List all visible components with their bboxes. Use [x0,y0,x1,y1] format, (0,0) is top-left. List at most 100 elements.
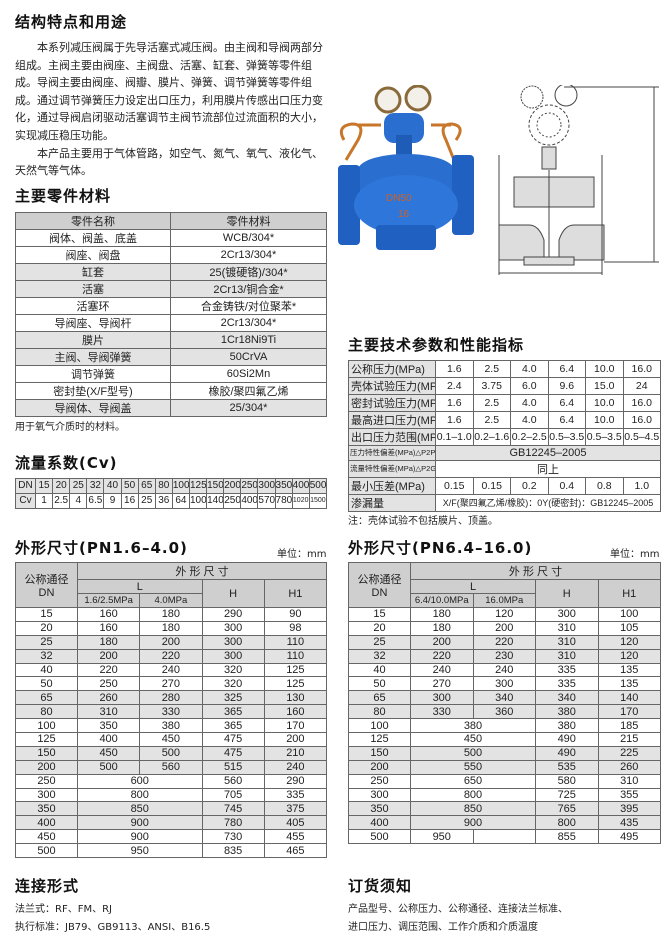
dim-high-unit: 单位：mm [610,549,660,560]
table-row: 流量特性偏差(MPa)△P2G 同上 [348,459,661,478]
table-cell: 25 [69,477,88,494]
column-header: 16.0MPa [472,593,536,608]
photo-marking: 16 [398,209,410,220]
table-cell: 25 [137,492,156,509]
table-cell: 1.0 [622,476,661,495]
table-cell: 180 [410,607,474,622]
table-cell: 导阀体、导阀盖 [15,398,171,417]
table-cell: 230 [472,648,536,664]
table-cell: 160 [263,704,328,720]
table-cell: 310 [535,634,599,650]
table-cell: 160 [76,620,141,636]
table-row: 阀体、阀盖、底盖 WCB/304* [15,228,327,247]
table-cell: 80 [154,477,173,494]
table-cell: 490 [535,732,599,747]
table-cell: 膜片 [15,330,171,349]
table-row: 壳体试验压力(MPa)*2.43.756.09.615.024 [348,377,661,395]
table-cell: 135 [597,662,661,678]
table-cell: 200 [348,759,411,775]
table-cell: 310 [535,620,599,636]
table-cell: 50 [120,477,139,494]
table-cell: 380 [410,718,536,734]
table-row: L H H1 [15,579,328,608]
table-cell: 240 [472,662,536,678]
table-cell: 0.5–4.5 [622,428,661,446]
table-cell: 490 [535,745,599,761]
column-header: 4.0MPa [139,593,203,608]
table-cell: 2.5 [52,492,71,509]
table-cell: 15 [15,607,78,622]
table-cell: 300 [257,477,276,494]
table-row: 缸套 25(镀硬铬)/304* [15,262,327,281]
table-cell: 240 [263,759,328,775]
table-row: 50 270 300 335 135 [348,676,661,692]
table-row: 80 330 360 380 170 [348,704,661,720]
table-cell: 200 [472,620,536,636]
table-row: 阀座、阀盘 2Cr13/304* [15,245,327,264]
table-cell: 4.0 [510,394,549,412]
table-cell: 220 [410,648,474,664]
table-cell: 50CrVA [170,347,327,366]
table-row: 导阀体、导阀盖 25/304* [15,398,327,417]
table-cell: 250 [15,773,78,789]
table-cell: 1020 [291,492,310,509]
table-cell: WCB/304* [170,228,327,247]
table-cell: 290 [201,607,265,622]
connection-line: 执行标准：JB79、GB9113、ANSI、B16.5 [15,922,211,933]
tech-section: 主要技术参数和性能指标 公称压力(MPa) 1.6 2.5 4.0 6.4 10.0 16.… [348,335,661,529]
table-cell: 16.0 [622,360,661,378]
table-cell: 475 [201,745,265,761]
table-cell: 0.5–3.5 [585,428,624,446]
table-row: 零件名称 零件材料 [15,211,327,230]
table-row: 500 950 855 495 [348,829,661,845]
table-cell: 900 [410,815,536,831]
table-cell: 2Cr13/304* [170,245,327,264]
table-cell: 180 [410,620,474,636]
table-cell: 745 [201,801,265,817]
table-cell: 32 [86,477,105,494]
table-row: 350 850 765 395 [348,801,661,817]
dim-high-title: 外形尺寸(PN6.4–16.0) [348,539,533,557]
table-cell: 950 [410,829,474,845]
tech-title: 主要技术参数和性能指标 [348,336,525,354]
table-cell: 455 [263,829,328,845]
table-cell: X/F(聚四氟乙烯/橡胶)：0Y(硬密封)：GB12245–2005 [435,493,661,512]
table-cell: 515 [201,759,265,775]
table-cell: 密封垫(X/F型号) [15,381,171,400]
table-cell: 阀体、阀盖、底盖 [15,228,171,247]
table-row: 125 400 450 475 200 [15,732,328,747]
table-cell: 340 [535,690,599,706]
table-cell: 250 [348,773,411,789]
table-cell: 290 [263,773,328,789]
table-cell: 850 [410,801,536,817]
table-cell: 200 [139,634,203,650]
table-cell: 24 [622,377,661,395]
table-cell: 同上 [435,459,661,478]
table-row: 450 900 730 455 [15,829,328,845]
table-cell: 500 [348,829,411,845]
table-cell: 220 [139,648,203,664]
table-cell: 0.15 [435,476,474,495]
table-cell: 705 [201,787,265,803]
table-cell: 400 [76,732,141,747]
table-cell: 120 [597,648,661,664]
table-cell: 0.2 [510,476,549,495]
table-cell: 16.0 [622,411,661,429]
table-cell: 185 [597,718,661,734]
table-cell: 90 [263,607,328,622]
table-cell: 855 [535,829,599,845]
table-cell: 950 [77,843,203,859]
table-cell: 15 [348,607,411,622]
product-photo: DN50 16 [338,85,474,250]
table-cell: 40 [15,662,78,678]
table-cell: 335 [535,676,599,692]
table-cell: 800 [410,787,536,803]
table-cell: 180 [76,634,141,650]
row-header: 密封试验压力(MPa) [348,394,436,412]
table-cell: 25/304* [170,398,327,417]
table-cell: 400 [240,492,259,509]
ordering-line: 进口压力、调压范围、工作介质和介质温度 [348,922,538,933]
row-header: 壳体试验压力(MPa)* [348,377,436,395]
table-cell: 450 [15,829,78,845]
table-row: 活塞 2Cr13/铜合金* [15,279,327,298]
